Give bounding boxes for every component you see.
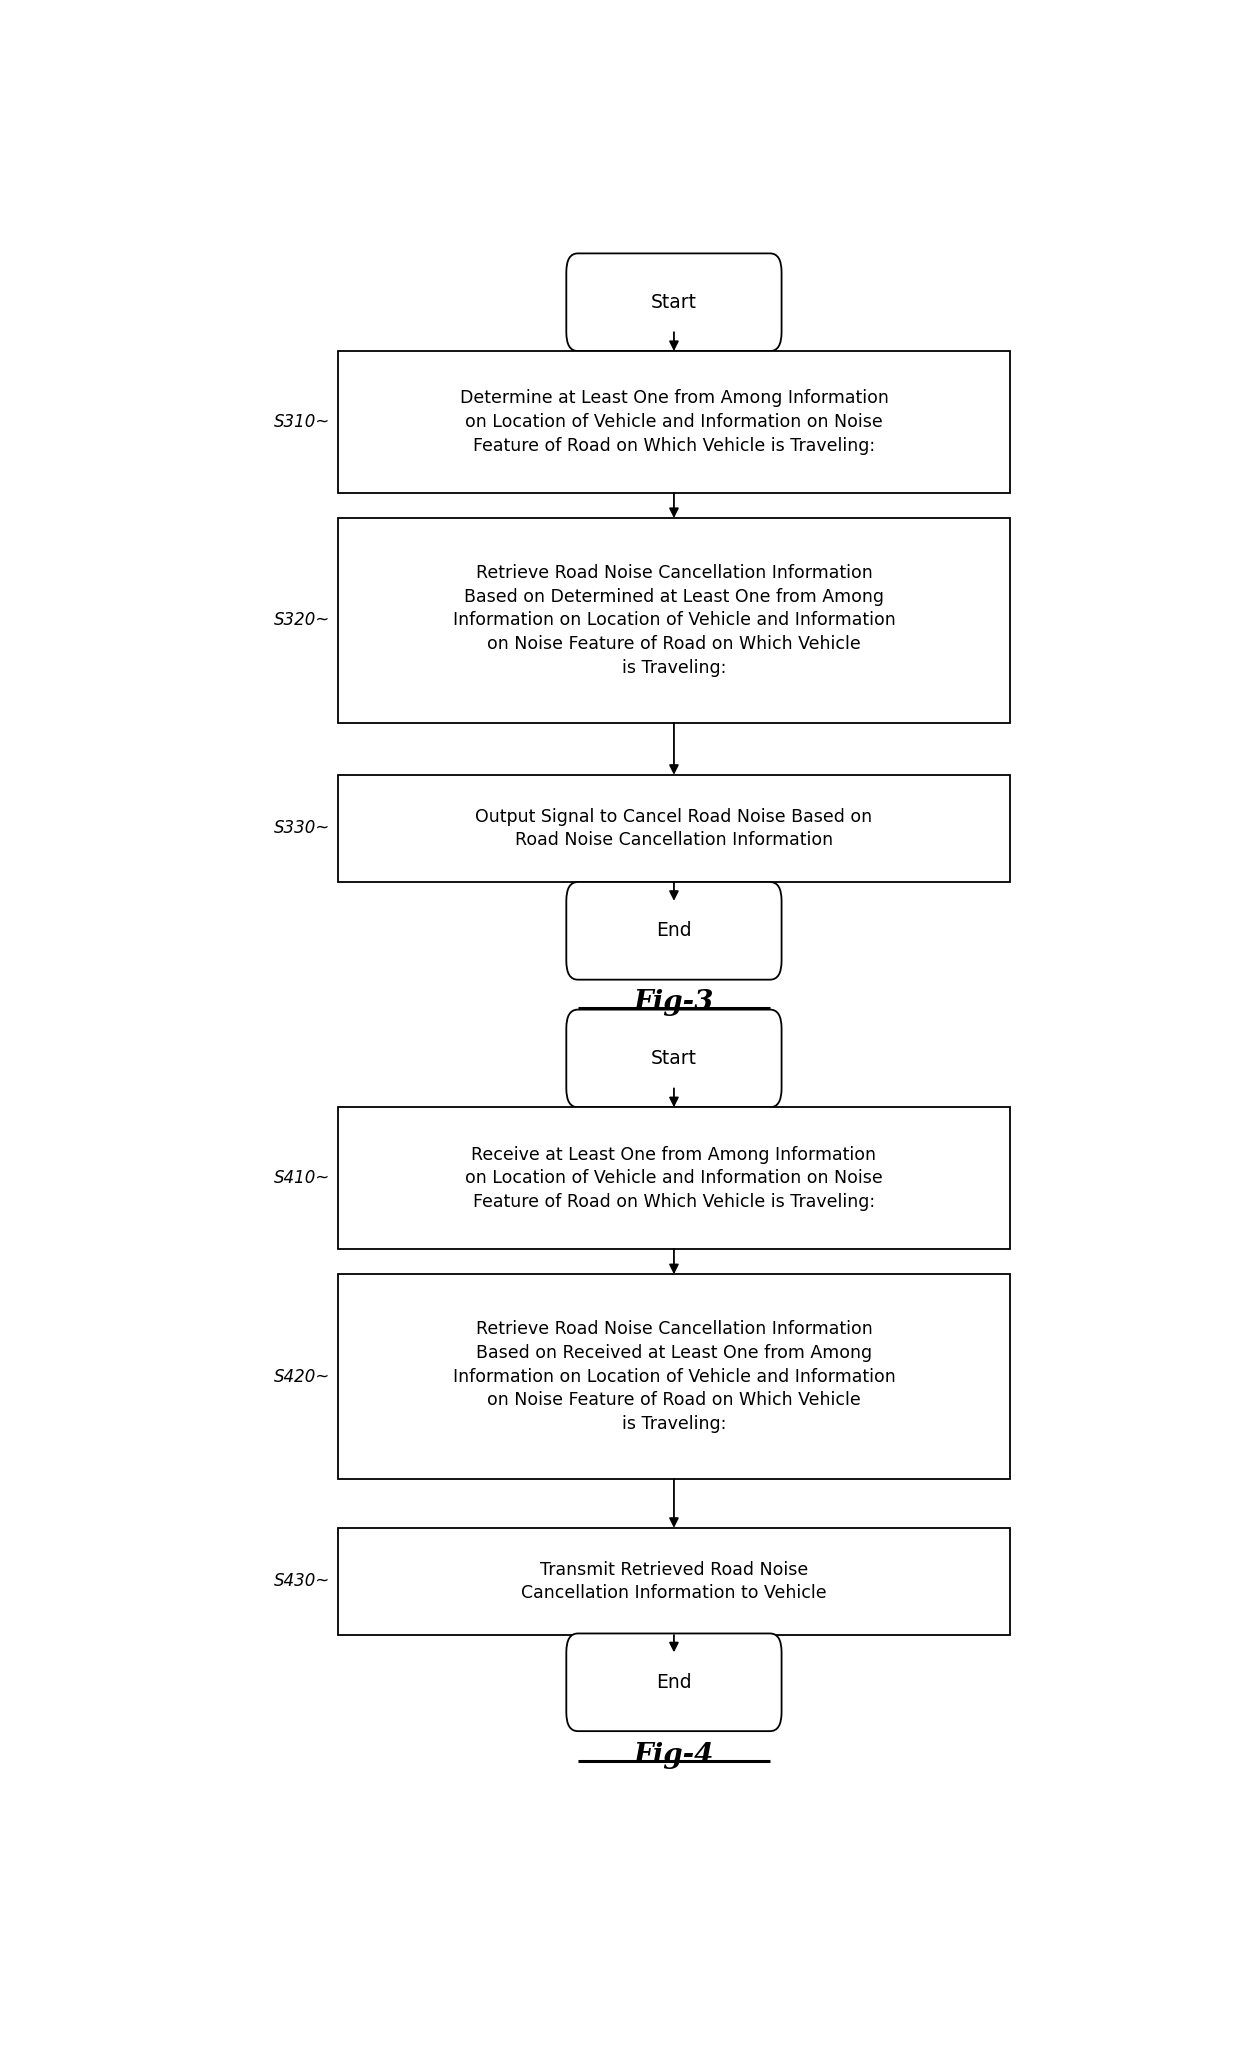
Bar [337, 1528, 1011, 1635]
Text: Retrieve Road Noise Cancellation Information
Based on Determined at Least One fr: Retrieve Road Noise Cancellation Informa… [453, 565, 895, 677]
Bar [337, 1275, 1011, 1479]
Bar [337, 775, 1011, 882]
Text: Fig-3: Fig-3 [634, 988, 714, 1017]
Text: Start: Start [651, 293, 697, 311]
FancyBboxPatch shape [567, 254, 781, 352]
Text: End: End [656, 1674, 692, 1692]
Text: Transmit Retrieved Road Noise
Cancellation Information to Vehicle: Transmit Retrieved Road Noise Cancellati… [521, 1561, 827, 1602]
FancyBboxPatch shape [567, 1009, 781, 1107]
Text: Start: Start [651, 1050, 697, 1068]
Bar [337, 1107, 1011, 1248]
Text: Output Signal to Cancel Road Noise Based on
Road Noise Cancellation Information: Output Signal to Cancel Road Noise Based… [475, 808, 873, 849]
Text: S430~: S430~ [274, 1573, 330, 1590]
Text: S320~: S320~ [274, 612, 330, 630]
Bar [337, 352, 1011, 493]
Text: Retrieve Road Noise Cancellation Information
Based on Received at Least One from: Retrieve Road Noise Cancellation Informa… [453, 1320, 895, 1432]
Text: S330~: S330~ [274, 820, 330, 837]
FancyBboxPatch shape [567, 1633, 781, 1731]
Bar [337, 518, 1011, 722]
Text: End: End [656, 921, 692, 941]
Text: Fig-4: Fig-4 [634, 1741, 714, 1770]
Text: S410~: S410~ [274, 1168, 330, 1187]
FancyBboxPatch shape [567, 882, 781, 980]
Text: S310~: S310~ [274, 413, 330, 432]
Text: S420~: S420~ [274, 1367, 330, 1385]
Text: Determine at Least One from Among Information
on Location of Vehicle and Informa: Determine at Least One from Among Inform… [460, 389, 888, 454]
Text: Receive at Least One from Among Information
on Location of Vehicle and Informati: Receive at Least One from Among Informat… [465, 1146, 883, 1211]
